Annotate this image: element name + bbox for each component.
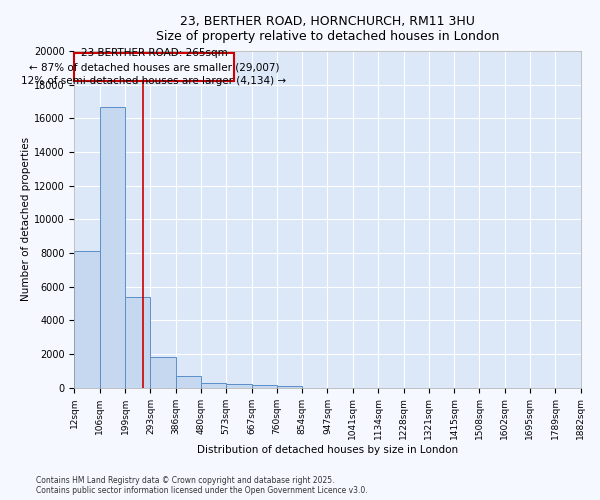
Text: 23 BERTHER ROAD: 265sqm
← 87% of detached houses are smaller (29,007)
12% of sem: 23 BERTHER ROAD: 265sqm ← 87% of detache… [22,48,287,86]
Title: 23, BERTHER ROAD, HORNCHURCH, RM11 3HU
Size of property relative to detached hou: 23, BERTHER ROAD, HORNCHURCH, RM11 3HU S… [156,15,499,43]
Text: Contains HM Land Registry data © Crown copyright and database right 2025.
Contai: Contains HM Land Registry data © Crown c… [36,476,368,495]
Bar [277,386,302,388]
Bar [100,106,125,388]
Bar [151,358,176,388]
Bar [125,296,151,388]
Bar [201,382,226,388]
X-axis label: Distribution of detached houses by size in London: Distribution of detached houses by size … [197,445,458,455]
Y-axis label: Number of detached properties: Number of detached properties [21,138,31,302]
Bar [74,53,233,82]
Bar [252,385,277,388]
Bar [176,376,201,388]
Bar [74,252,100,388]
Bar [226,384,252,388]
